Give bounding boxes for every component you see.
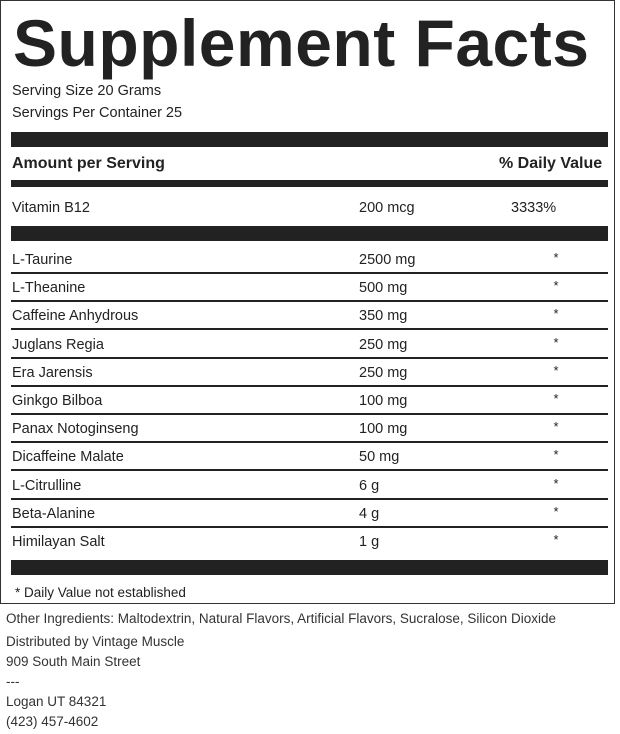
ingredient-name: Juglans Regia [12, 336, 104, 353]
ingredient-row: L-Taurine 2500 mg * [11, 246, 608, 274]
distributor-city: Logan UT 84321 [6, 694, 107, 709]
ingredient-daily-value: * [553, 278, 559, 294]
ingredient-row: Caffeine Anhydrous 350 mg * [11, 302, 608, 331]
nutrient-amount: 200 mcg [359, 200, 415, 216]
nutrient-name: Vitamin B12 [12, 200, 90, 216]
row-divider [11, 441, 608, 444]
ingredient-amount: 50 mg [359, 449, 400, 466]
ingredient-daily-value: * [553, 334, 559, 350]
serving-size: Serving Size 20 Grams [12, 83, 162, 99]
ingredient-row: Era Jarensis 250 mg * [11, 359, 608, 387]
row-divider [11, 384, 608, 387]
ingredient-name: Caffeine Anhydrous [12, 308, 139, 325]
ingredient-amount: 100 mg [359, 421, 408, 438]
ingredient-amount: 250 mg [359, 336, 408, 353]
row-divider [11, 469, 608, 472]
other-ingredients: Other Ingredients: Maltodextrin, Natural… [6, 611, 556, 626]
ingredient-name: Himilayan Salt [12, 534, 105, 550]
ingredient-name: L-Taurine [12, 252, 73, 268]
ingredient-daily-value: * [553, 503, 559, 519]
medium-divider [11, 180, 608, 187]
ingredient-row: L-Citrulline 6 g * [11, 472, 608, 500]
ingredient-amount: 2500 mg [359, 252, 416, 268]
ingredient-name: Dicaffeine Malate [12, 449, 124, 466]
row-divider [11, 300, 608, 303]
ingredient-daily-value: * [553, 250, 559, 265]
ingredient-daily-value: * [553, 447, 559, 463]
ingredient-daily-value: * [553, 419, 559, 435]
thick-divider [11, 560, 608, 575]
ingredient-amount: 500 mg [359, 280, 408, 297]
ingredient-daily-value: * [553, 391, 559, 406]
ingredient-daily-value: * [553, 362, 559, 378]
ingredient-row: Beta-Alanine 4 g * [11, 500, 608, 528]
ingredient-row: Juglans Regia 250 mg * [11, 331, 608, 359]
distributor-street: 909 South Main Street [6, 654, 141, 669]
ingredient-name: L-Theanine [12, 280, 86, 297]
ingredient-amount: 100 mg [359, 393, 408, 409]
ingredient-daily-value: * [553, 306, 559, 322]
row-divider [11, 413, 608, 415]
ingredient-row: Dicaffeine Malate 50 mg * [11, 443, 608, 472]
ingredient-name: Ginkgo Bilboa [12, 393, 103, 409]
panel-title: Supplement Facts [13, 6, 590, 80]
ingredient-name: Beta-Alanine [12, 505, 96, 522]
daily-value-header: % Daily Value [499, 155, 603, 172]
footnote: * Daily Value not established [15, 585, 186, 600]
row-divider [11, 497, 608, 500]
ingredient-row: Ginkgo Bilboa 100 mg * [11, 387, 608, 415]
vitamin-row: Vitamin B12 200 mcg 3333% [11, 194, 608, 222]
row-divider [11, 356, 608, 359]
ingredient-name: L-Citrulline [12, 477, 82, 494]
amount-per-serving-header: Amount per Serving [12, 155, 165, 172]
row-divider [11, 525, 608, 528]
ingredient-amount: 6 g [359, 477, 380, 494]
ingredient-row: Panax Notoginseng 100 mg * [11, 415, 608, 444]
distributor-phone: (423) 457-4602 [6, 714, 99, 729]
ingredient-amount: 4 g [359, 505, 380, 522]
row-divider [11, 272, 608, 274]
distributor-name: Distributed by Vintage Muscle [6, 634, 185, 649]
ingredient-amount: 250 mg [359, 364, 408, 381]
distributor-separator: --- [6, 674, 20, 689]
ingredient-row: L-Theanine 500 mg * [11, 274, 608, 303]
thick-divider [11, 132, 608, 147]
ingredient-amount: 1 g [359, 534, 380, 550]
ingredient-daily-value: * [553, 475, 559, 491]
ingredient-row: Himilayan Salt 1 g * [11, 528, 608, 556]
nutrient-daily-value: 3333% [511, 200, 557, 216]
thick-divider [11, 226, 608, 241]
ingredient-daily-value: * [553, 532, 559, 547]
servings-per-container: Servings Per Container 25 [12, 105, 183, 121]
ingredient-amount: 350 mg [359, 308, 408, 325]
ingredient-name: Era Jarensis [12, 364, 93, 381]
ingredient-name: Panax Notoginseng [12, 421, 139, 438]
supplement-facts-panel: Supplement Facts Serving Size 20 Grams S… [0, 0, 615, 604]
row-divider [11, 328, 608, 331]
